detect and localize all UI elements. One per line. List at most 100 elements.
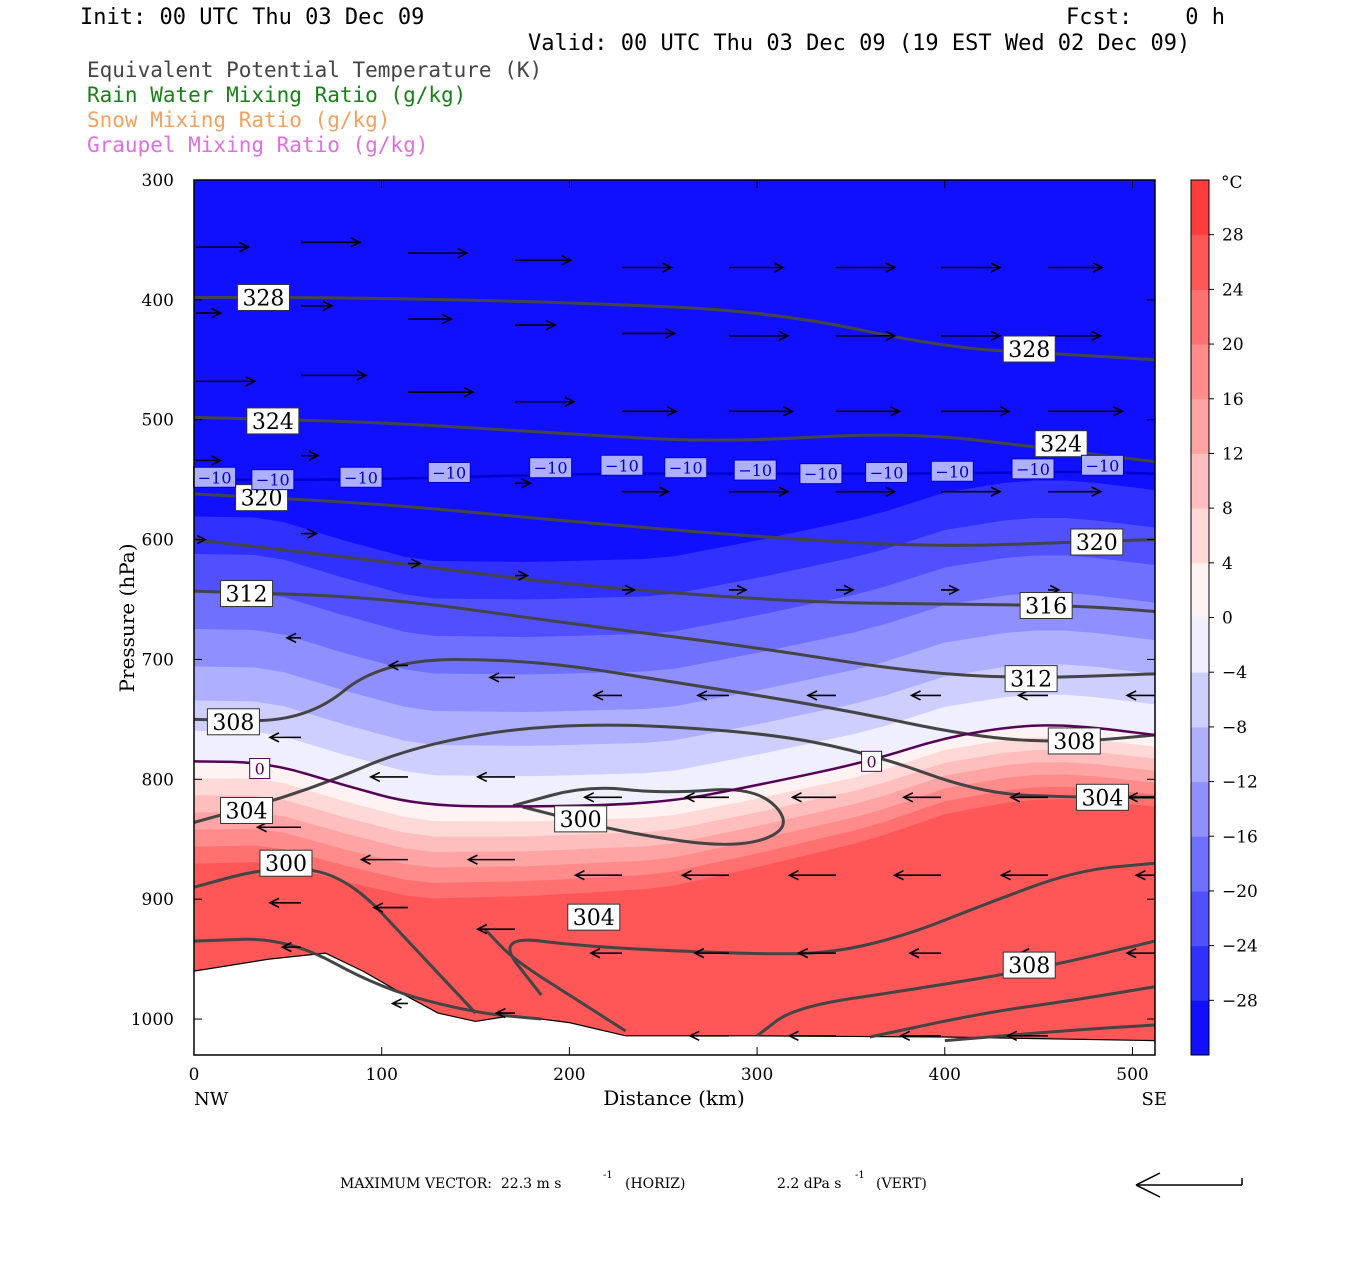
temperature-contours — [194, 470, 1155, 808]
wind-vector — [1125, 947, 1155, 959]
theta-e-contour — [194, 415, 1155, 464]
isotherm-label: −10 — [870, 463, 904, 482]
colorbar-segment — [1191, 781, 1209, 837]
isotherm-label: 0 — [866, 752, 876, 771]
theta-e-label: 304 — [573, 906, 615, 931]
theta-e-label-box — [220, 796, 274, 824]
wind-vector — [195, 455, 223, 466]
wind-vector — [407, 386, 475, 398]
y-tick-label: 400 — [142, 291, 174, 311]
y-tick-label: 900 — [142, 890, 174, 910]
colorbar-tick-label: −24 — [1222, 937, 1258, 957]
theta-e-label: 324 — [252, 410, 294, 435]
wind-vector — [514, 255, 573, 266]
isotherm-label-box — [865, 461, 909, 483]
wind-vector — [407, 558, 423, 569]
isotherm-label-box — [930, 460, 974, 482]
wind-vector — [835, 330, 897, 342]
theta-e-contour — [944, 1023, 1155, 1043]
colorbar-tick-label: 24 — [1222, 280, 1244, 300]
isotherm-label-box — [529, 457, 573, 479]
wind-vector — [728, 330, 790, 342]
wind-vector — [806, 690, 836, 701]
wind-vector — [368, 771, 408, 783]
theta-e-contour — [363, 36, 1155, 42]
legend-rain: Rain Water Mixing Ratio (g/kg) — [87, 83, 467, 107]
wind-vector — [268, 732, 301, 743]
wind-vector — [621, 584, 637, 596]
isotherm-label-box — [1080, 454, 1124, 476]
x-tick-label: 300 — [741, 1065, 773, 1085]
theta-e-label-box — [206, 708, 260, 736]
cross-section-chart: 328 328 324 324 320 320 316 312 312 308 308 304 304 3… — [115, 36, 1258, 1110]
wind-vector — [688, 1030, 729, 1042]
theta-e-label-box — [236, 283, 290, 311]
wind-vector — [796, 947, 836, 959]
colorbar-segment — [1191, 398, 1209, 454]
wind-vector — [621, 406, 678, 417]
theta-e-label: 300 — [265, 852, 307, 877]
wind-vector — [300, 300, 334, 312]
wind-vector — [941, 330, 1002, 342]
isotherm-label-box — [339, 466, 383, 488]
wind-vector — [280, 941, 301, 953]
theta-e-contour — [194, 589, 1155, 679]
isotherm-label: −10 — [804, 465, 838, 484]
wind-vector — [407, 313, 454, 325]
colorbar-segment — [1191, 180, 1209, 236]
colorbar-segment — [1191, 453, 1209, 509]
wind-vector — [728, 584, 748, 596]
wind-vector — [693, 947, 729, 959]
x-tick-label: 500 — [1116, 1065, 1148, 1085]
theta-e-contour — [869, 985, 1155, 1039]
theta-e-contour — [194, 723, 1155, 824]
wind-vector — [941, 406, 1012, 417]
legend-graupel: Graupel Mixing Ratio (g/kg) — [87, 133, 429, 157]
isotherm-label: −10 — [534, 459, 568, 478]
contour-labels: 328 328 324 324 320 320 316 312 312 308 308 304 304 3… — [193, 283, 1129, 979]
isotherm-label: −10 — [605, 456, 639, 475]
theta-e-contour — [194, 867, 477, 1015]
theta-e-contours — [194, 36, 1155, 1043]
theta-e-label-box — [246, 407, 300, 435]
init-time: Init: 00 UTC Thu 03 Dec 09 — [80, 5, 425, 30]
isotherm-label-box — [1011, 458, 1055, 480]
wind-vector — [902, 792, 942, 803]
isotherm-label: −10 — [738, 461, 772, 480]
colorbar-segment — [1191, 508, 1209, 564]
wind-vector — [908, 947, 942, 959]
colorbar-segment — [1191, 1000, 1209, 1056]
colorbar-segment — [1191, 945, 1209, 1001]
isotherm-label: −10 — [344, 468, 378, 487]
wind-vector — [285, 632, 301, 644]
theta-e-contour — [508, 861, 1155, 996]
wind-vector — [466, 854, 515, 865]
wind-vector — [300, 237, 362, 248]
wind-vector — [835, 406, 902, 417]
colorbar-tick-label: 12 — [1222, 444, 1244, 464]
colorbar-tick-label: −28 — [1222, 991, 1258, 1011]
theta-e-label-box — [1047, 727, 1101, 755]
reference-arrow — [1135, 1172, 1243, 1198]
theta-e-contour — [194, 657, 1155, 743]
colorbar: 28 24 20 16 12 8 4 0 −4 −8 −12 −16 −20 −24 −28 — [1190, 179, 1258, 1056]
wind-vector — [1125, 690, 1155, 701]
y-tick-label: 700 — [142, 650, 174, 670]
isotherm-label: −10 — [256, 471, 290, 490]
colorbar-segment — [1191, 726, 1209, 783]
isotherm-label: −10 — [432, 463, 466, 482]
isotherm-label-box — [861, 750, 883, 772]
legend-snow: Snow Mixing Ratio (g/kg) — [87, 108, 391, 132]
wind-vector — [909, 690, 942, 701]
colorbar-tick-label: −4 — [1222, 663, 1247, 683]
wind-vector — [696, 690, 729, 701]
theta-e-label: 308 — [1053, 730, 1095, 755]
max-vector-vert-exp: -1 — [855, 1170, 865, 1181]
theta-e-label: 320 — [1076, 531, 1118, 556]
wind-vector — [728, 406, 795, 417]
wind-vector — [514, 570, 530, 581]
theta-e-label: 304 — [1081, 786, 1123, 811]
wind-vector — [941, 262, 1002, 273]
max-vector-vert: 2.2 dPa s — [777, 1176, 842, 1192]
wind-vector — [621, 486, 671, 497]
